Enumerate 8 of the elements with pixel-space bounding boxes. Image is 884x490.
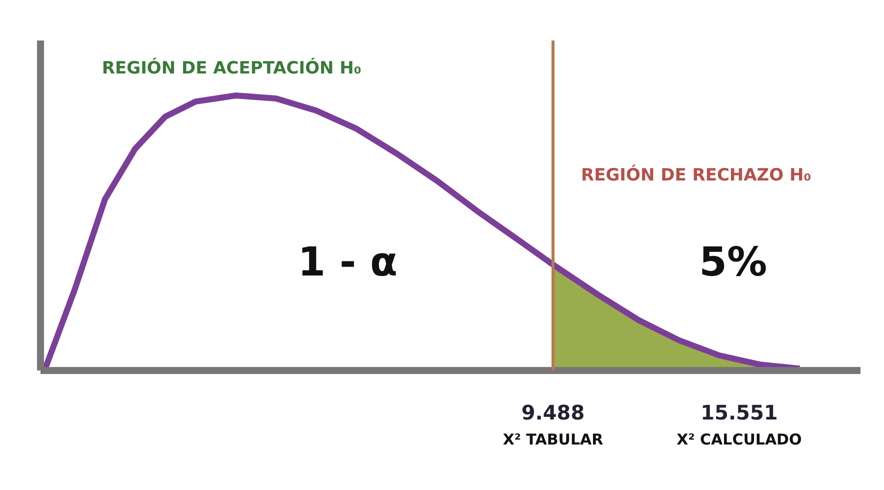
text: X² TABULAR: [502, 430, 604, 448]
annotation: 1 - α: [298, 240, 398, 286]
text: REGIÓN DE ACEPTACIÓN H₀: [102, 58, 362, 78]
text: X² CALCULADO: [676, 430, 802, 448]
x-tick-label: 15.551: [700, 400, 778, 424]
annotation: 5%: [699, 240, 768, 286]
x-tick-label: 9.488: [521, 400, 585, 424]
annotation: REGIÓN DE RECHAZO H₀: [581, 164, 812, 186]
